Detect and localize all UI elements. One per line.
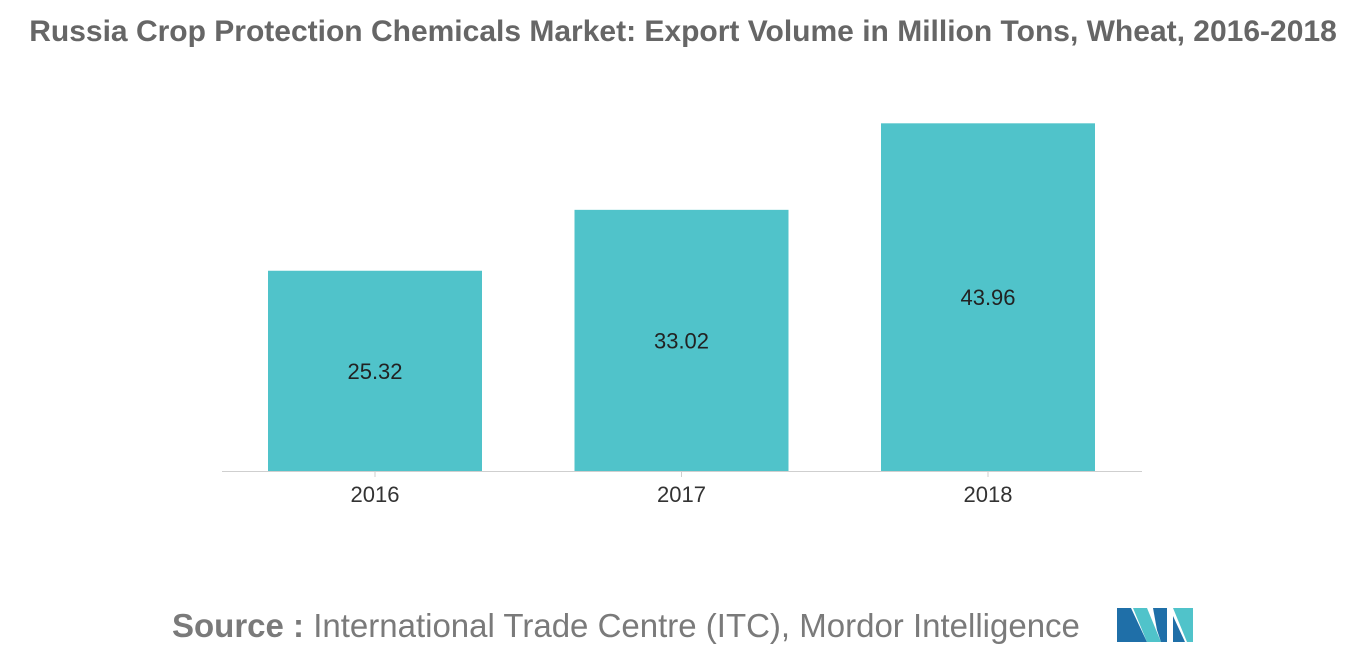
bar-chart: 25.32 33.02 43.96 2016 2017 2018 <box>222 123 1142 507</box>
bars-layer: 25.32 33.02 43.96 <box>268 123 1095 472</box>
source-note: Source : International Trade Centre (ITC… <box>172 604 1080 648</box>
x-tick-label-2016: 2016 <box>351 482 400 507</box>
source-label: Source : <box>172 607 305 644</box>
chart-title: Russia Crop Protection Chemicals Market:… <box>29 15 1337 48</box>
bar-2016 <box>268 270 482 471</box>
bar-2018 <box>881 123 1095 472</box>
x-tick-label-2018: 2018 <box>964 482 1013 507</box>
x-tick-label-2017: 2017 <box>657 482 706 507</box>
data-label-2017: 33.02 <box>654 328 709 353</box>
source-text: International Trade Centre (ITC), Mordor… <box>304 607 1080 644</box>
mordor-intelligence-logo-icon <box>1117 608 1193 642</box>
bar-2017 <box>574 209 789 472</box>
x-axis: 2016 2017 2018 <box>222 471 1142 507</box>
data-label-2016: 25.32 <box>347 359 402 384</box>
data-label-2018: 43.96 <box>960 285 1015 310</box>
